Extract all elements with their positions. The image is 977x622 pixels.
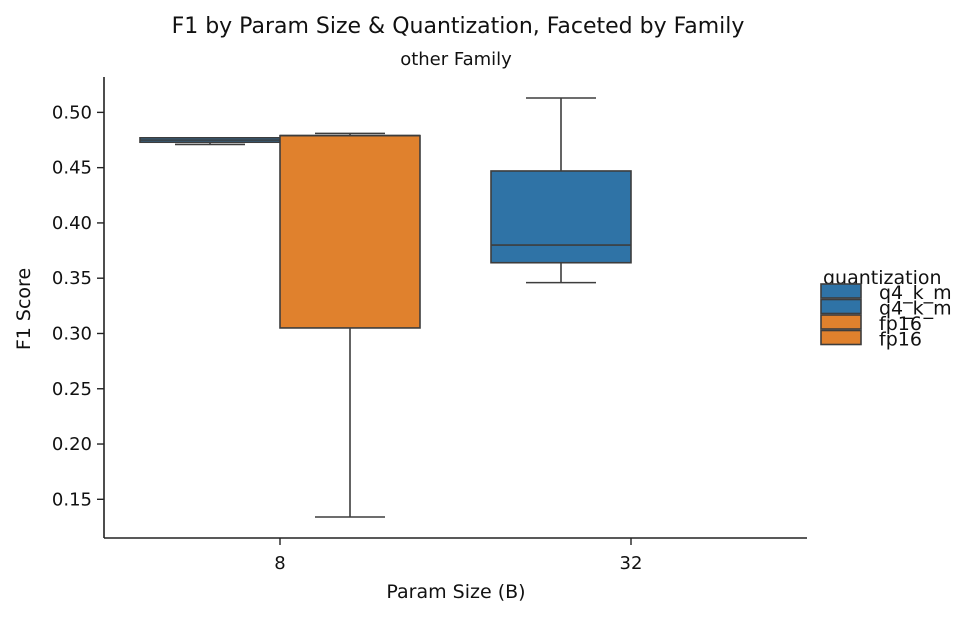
y-tick-label: 0.35 — [52, 268, 92, 289]
y-tick-label: 0.20 — [52, 434, 92, 455]
legend-swatch — [820, 298, 862, 315]
x-tick-label: 32 — [620, 553, 643, 574]
legend-swatch — [820, 314, 862, 330]
plot-area: 0.15 0.20 0.25 0.30 0.35 0.40 0.45 0.50 8 32 — [52, 77, 807, 574]
chart-title: F1 by Param Size & Quantization, Faceted… — [172, 14, 745, 39]
legend-swatch — [820, 283, 862, 299]
y-tick-label: 0.45 — [52, 158, 92, 179]
y-tick-label: 0.25 — [52, 379, 92, 400]
y-tick-label: 0.50 — [52, 102, 92, 123]
legend-label: fp16 — [879, 313, 922, 335]
box-fp16-8 — [279, 134, 421, 329]
x-axis-label: Param Size (B) — [386, 581, 525, 603]
legend-label: q4_k_m — [879, 298, 952, 320]
x-tick-label: 8 — [274, 553, 285, 574]
y-axis-label: F1 Score — [13, 268, 35, 350]
y-tick-label: 0.40 — [52, 213, 92, 234]
box-q4_k_m-32 — [490, 170, 632, 264]
y-tick-label: 0.15 — [52, 489, 92, 510]
y-tick-label: 0.30 — [52, 323, 92, 344]
legend-label: q4_k_m — [879, 282, 952, 304]
facet-title: other Family — [400, 49, 512, 70]
legend-label: fp16 — [879, 329, 922, 351]
legend-swatch — [820, 329, 862, 346]
